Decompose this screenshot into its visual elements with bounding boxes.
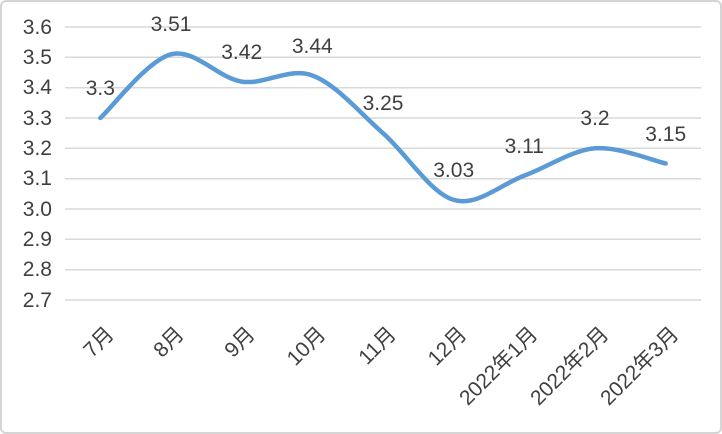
y-axis-tick-label: 3.4 — [22, 76, 52, 100]
data-point-label: 3.3 — [85, 77, 115, 100]
y-axis-tick-label: 3.6 — [22, 15, 52, 39]
data-point-label: 3.51 — [150, 13, 192, 37]
data-point-label: 3.11 — [504, 134, 544, 158]
y-axis-tick-label: 3.3 — [22, 106, 52, 130]
y-axis-tick-label: 2.8 — [22, 258, 52, 282]
data-point-label: 3.44 — [291, 34, 333, 58]
data-point-label: 3.25 — [362, 92, 404, 116]
data-point-label: 3.42 — [221, 40, 263, 64]
data-point-label: 3.2 — [580, 107, 610, 131]
data-point-label: 3.03 — [433, 158, 475, 182]
y-axis-tick-label: 3.1 — [22, 167, 52, 191]
series-line — [98, 51, 668, 204]
y-axis-tick-label: 3.5 — [22, 45, 52, 69]
y-axis-tick-label: 3.2 — [22, 136, 52, 160]
data-point-label: 3.15 — [645, 122, 687, 146]
y-axis-tick-label: 2.9 — [22, 227, 52, 251]
y-axis-tick-label: 2.7 — [22, 288, 52, 312]
y-axis-tick-label: 3.0 — [22, 197, 52, 221]
